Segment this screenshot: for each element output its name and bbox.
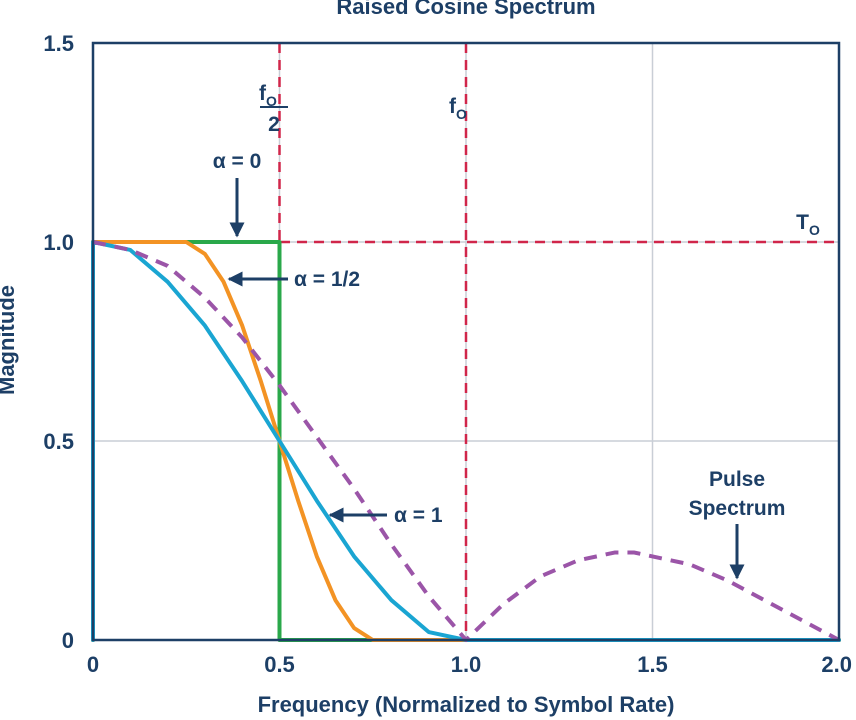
fo-half-numerator: fO bbox=[259, 82, 277, 109]
tick-labels: 0 0.5 1.0 1.5 2.0 0 0.5 1.0 1.5 bbox=[43, 31, 852, 677]
fo-label: fO bbox=[449, 95, 467, 122]
plot-frame bbox=[91, 41, 841, 642]
chart-title: Raised Cosine Spectrum bbox=[336, 0, 595, 19]
y-tick-label: 0 bbox=[62, 628, 74, 653]
pulse-label-line2: Spectrum bbox=[689, 497, 786, 520]
x-tick-label: 1.0 bbox=[451, 652, 482, 677]
x-tick-label: 0 bbox=[87, 652, 99, 677]
alpha-half-label: α = 1/2 bbox=[294, 268, 360, 291]
series-alpha1 bbox=[91, 240, 841, 642]
series-pulse bbox=[92, 240, 840, 642]
y-axis-title: Magnitude bbox=[0, 285, 19, 395]
alpha-0-label: α = 0 bbox=[213, 150, 262, 173]
x-tick-label: 1.5 bbox=[637, 652, 668, 677]
series-alpha_half bbox=[91, 240, 841, 642]
y-tick-label: 0.5 bbox=[43, 429, 74, 454]
fo-half-denominator: 2 bbox=[268, 113, 280, 136]
x-axis-title: Frequency (Normalized to Symbol Rate) bbox=[258, 692, 675, 717]
fo-half-label: fO 2 bbox=[259, 82, 288, 136]
x-tick-label: 2.0 bbox=[821, 652, 852, 677]
alpha-1-label: α = 1 bbox=[394, 504, 443, 527]
y-tick-label: 1.0 bbox=[43, 230, 74, 255]
x-tick-label: 0.5 bbox=[264, 652, 295, 677]
pulse-label-line1: Pulse bbox=[709, 468, 765, 491]
y-tick-label: 1.5 bbox=[43, 31, 74, 56]
to-label: TO bbox=[796, 211, 820, 238]
